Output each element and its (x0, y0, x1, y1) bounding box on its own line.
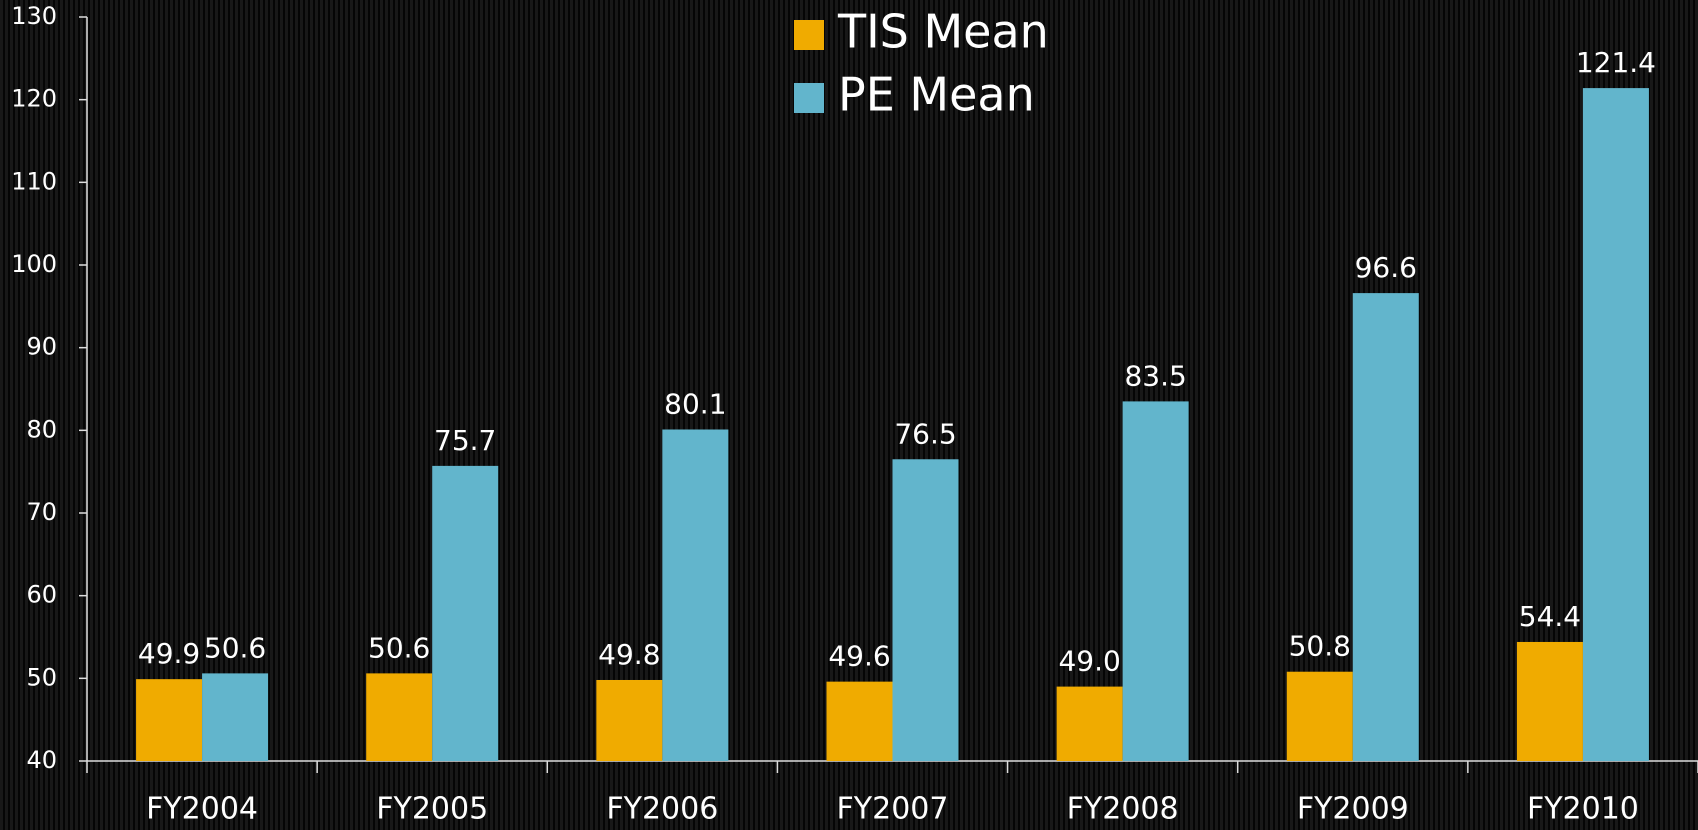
bar (136, 679, 203, 761)
y-tick-label: 40 (26, 746, 57, 774)
y-tick-label: 70 (26, 498, 57, 526)
value-label: 49.0 (1058, 645, 1120, 678)
x-tick-label: FY2004 (146, 792, 258, 827)
bar (1286, 671, 1353, 761)
bar (202, 673, 269, 761)
y-tick-label: 110 (11, 167, 57, 195)
value-label: 54.4 (1519, 600, 1581, 633)
value-label: 50.6 (368, 631, 430, 664)
y-tick-label: 80 (26, 415, 57, 443)
x-tick-label: FY2010 (1527, 792, 1639, 827)
value-label: 49.9 (138, 637, 200, 670)
value-label: 80.1 (664, 388, 726, 421)
value-label: 76.5 (894, 417, 956, 450)
legend-label: TIS Mean (837, 5, 1049, 59)
bar (1352, 293, 1419, 761)
bar (432, 465, 499, 761)
bar (662, 429, 729, 761)
legend-label: PE Mean (838, 68, 1035, 122)
x-tick-label: FY2007 (837, 792, 949, 827)
value-label: 50.6 (204, 631, 266, 664)
bar (826, 681, 893, 761)
bar (596, 679, 663, 761)
value-label: 75.7 (434, 424, 496, 457)
value-label: 49.6 (828, 640, 890, 673)
x-tick-label: FY2005 (376, 792, 488, 827)
value-label: 49.8 (598, 638, 660, 671)
bar (1582, 88, 1649, 762)
x-tick-label: FY2006 (606, 792, 718, 827)
x-tick-label: FY2009 (1297, 792, 1409, 827)
x-tick-label: FY2008 (1067, 792, 1179, 827)
value-label: 50.8 (1289, 630, 1351, 663)
legend-swatch (794, 20, 824, 50)
y-tick-label: 60 (26, 581, 57, 609)
y-tick-label: 50 (26, 663, 57, 691)
bar (1056, 686, 1123, 761)
bar (1122, 401, 1189, 761)
y-tick-label: 130 (11, 2, 57, 30)
value-label: 121.4 (1576, 46, 1656, 79)
y-tick-label: 90 (26, 333, 57, 361)
bar (366, 673, 433, 761)
y-tick-label: 100 (11, 250, 57, 278)
value-label: 83.5 (1124, 359, 1186, 392)
value-label: 96.6 (1355, 251, 1417, 284)
y-tick-label: 120 (11, 85, 57, 113)
legend-swatch (794, 83, 824, 113)
bar (892, 459, 959, 761)
bar (1516, 641, 1583, 761)
